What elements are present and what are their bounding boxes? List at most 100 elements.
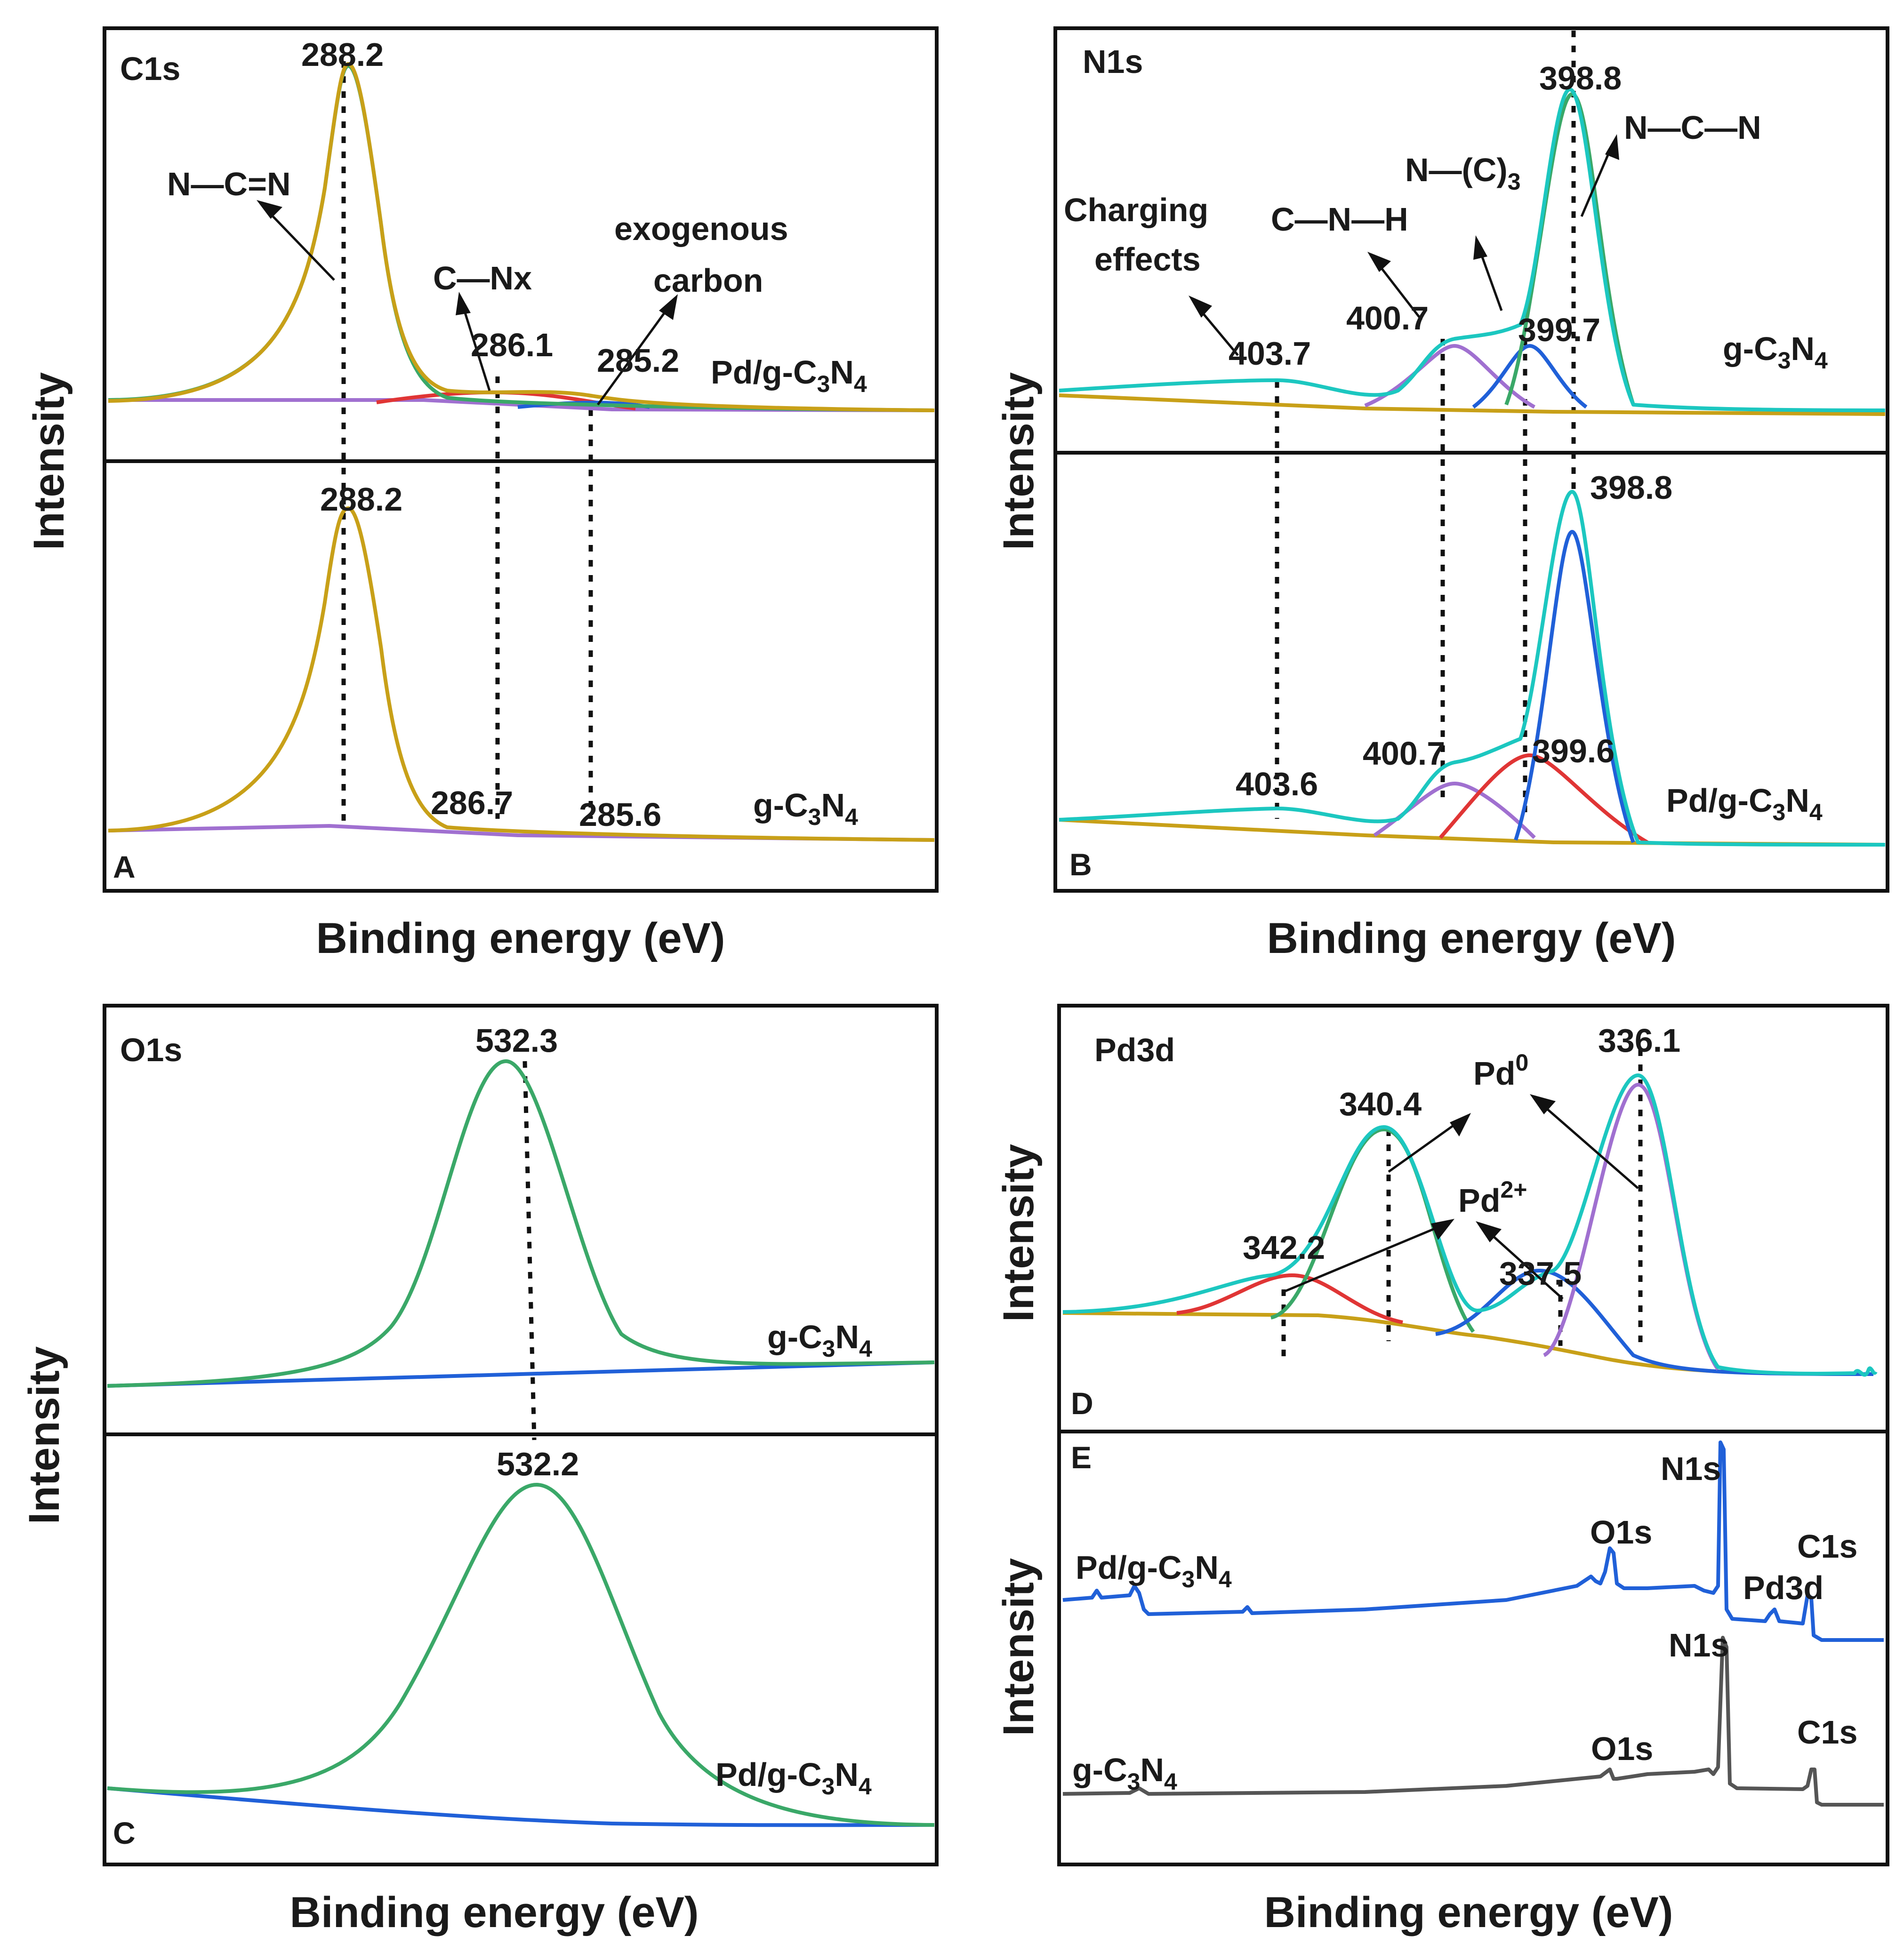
panel-a-arrowhead-2: [456, 292, 471, 315]
panel-a-top-peak-3: 285.2: [597, 342, 679, 379]
panel-a-top-peak-2: 286.1: [471, 327, 553, 363]
panel-c-bottom-green: [107, 1483, 935, 1827]
panel-e-s1-peak-3: C1s: [1797, 1528, 1857, 1565]
panel-e-ylabel: Intensity: [995, 1558, 1043, 1736]
panel-b-arrowhead-3: [1367, 252, 1391, 272]
panel-d-sup-1: 0: [1515, 1049, 1528, 1076]
panel-e-s1-peak-4: Pd3d: [1743, 1569, 1824, 1606]
panel-a-top-annot-2: C—Nx: [433, 260, 532, 296]
panel-d-envelope: [1062, 1073, 1878, 1377]
panel-b-xlabel: Binding energy (eV): [1267, 914, 1676, 962]
panel-a-top-annot-4: carbon: [653, 262, 763, 299]
panel-d-arrowhead-4: [1476, 1221, 1502, 1242]
panel-d-label: D: [1071, 1386, 1093, 1421]
panel-a-arrowhead-3: [659, 294, 678, 320]
panel-d-arrow-2: [1545, 1107, 1639, 1189]
panel-b-label: B: [1069, 847, 1092, 882]
panel-b-top-peak-4: 399.7: [1518, 312, 1600, 348]
panel-c-label: C: [113, 1816, 136, 1850]
panel-a-bottom-envelope: [108, 506, 935, 842]
panel-e-s2-peak-2: O1s: [1591, 1730, 1653, 1767]
panel-c-bottom-sample: Pd/g-C3N4: [715, 1756, 872, 1800]
panel-a-label: A: [113, 849, 136, 884]
panel-d-green: [1270, 1128, 1475, 1333]
panel-b-bottom-red: [1438, 753, 1649, 844]
panel-d-peak-3: 342.2: [1243, 1229, 1325, 1266]
panel-a-top-annot-1: N—C=N: [167, 166, 291, 202]
panel-b-bottom-peak-2: 403.6: [1236, 766, 1318, 802]
panel-b-top-annot-4: Charging: [1064, 192, 1208, 228]
panel-e-xlabel: Binding energy (eV): [1264, 1888, 1673, 1936]
panel-a-top-sub-4: 4: [854, 371, 867, 397]
panel-c-bottom-peak-1: 532.2: [497, 1446, 579, 1482]
panel-b-top-peak-1: 398.8: [1539, 60, 1622, 96]
panel-a-bottom-peak-3: 285.6: [579, 796, 661, 833]
panel-b-title: N1s: [1083, 43, 1143, 80]
panel-e-series-pdgcn: [1062, 1440, 1884, 1642]
panel-c-bottom-baseline: [107, 1786, 935, 1827]
panel-c-title: O1s: [120, 1032, 182, 1068]
panel-b-arrow-1: [1580, 150, 1611, 217]
panel-e-series-1-label: Pd/g-C3N4: [1076, 1549, 1232, 1592]
panel-d-arrowhead-1: [1450, 1113, 1471, 1136]
panel-a: C1s 288.2 N—C=N C—Nx exogenous carbon 28…: [25, 26, 939, 962]
panel-b-top-peak-2: 403.7: [1229, 335, 1311, 372]
panel-a-arrow-1: [272, 216, 335, 281]
panel-b-frame: [1053, 26, 1889, 893]
panel-c-xlabel: Binding energy (eV): [290, 1888, 699, 1936]
panel-a-title: C1s: [120, 50, 180, 87]
panel-b-bottom-sample: Pd/g-C3N4: [1666, 782, 1823, 825]
panel-c-top-green: [107, 1059, 935, 1388]
panel-d: Pd3d 336.1 340.4 342.2 337.5 Pd0 Pd2+ D …: [995, 1004, 1889, 1433]
panel-c: O1s 532.3 g-C3N4 532.2 Pd/g-C3N4 C Bindi…: [20, 1004, 939, 1936]
panel-e-frame: [1057, 1430, 1889, 1866]
panel-b-arrowhead-2: [1473, 235, 1487, 260]
panel-e-label: E: [1071, 1440, 1092, 1475]
panel-d-peak-2: 340.4: [1339, 1086, 1422, 1122]
panel-d-sup-2: 2+: [1500, 1176, 1527, 1203]
panel-b-top-purple: [1364, 344, 1535, 409]
panel-d-red: [1176, 1273, 1403, 1324]
panel-b-top-sample: g-C3N4: [1723, 330, 1828, 374]
panel-a-bottom-sample: g-C3N4: [753, 787, 858, 830]
panel-a-top-sample: Pd/g-C3N4: [711, 354, 867, 397]
panel-b-ylabel: Intensity: [995, 372, 1043, 550]
panel-a-top-peak-1: 288.2: [301, 36, 384, 73]
panel-b-top-peak-3: 400.7: [1346, 300, 1429, 336]
panel-b-top-annot-3: C—N—H: [1271, 201, 1408, 238]
panel-e-s2-peak-1: N1s: [1669, 1627, 1729, 1664]
panel-e-s1-peak-1: N1s: [1661, 1450, 1721, 1487]
panel-a-arrow-3: [596, 310, 667, 406]
panel-a-top-sub-3: 3: [817, 371, 830, 397]
panel-d-annot-2: Pd2+: [1458, 1176, 1527, 1219]
panel-a-top-envelope: [108, 62, 935, 412]
panel-a-xlabel: Binding energy (eV): [316, 914, 725, 962]
panel-b-bottom-purple: [1373, 782, 1536, 839]
panel-d-arrowhead-2: [1530, 1094, 1556, 1114]
panel-d-arrow-4: [1491, 1234, 1564, 1300]
panel-a-bottom-peak-1: 288.2: [320, 481, 402, 518]
panel-b-top-green: [1504, 92, 1635, 406]
panel-b-top-sub-3: 3: [1508, 168, 1521, 195]
panel-b-arrow-4: [1202, 312, 1239, 356]
panel-b-bottom-baseline: [1059, 818, 1886, 847]
panel-c-guide-1: [522, 1061, 537, 1440]
panel-e-s1-peak-2: O1s: [1590, 1514, 1652, 1551]
panel-b-arrowhead-4: [1189, 296, 1212, 318]
panel-d-arrow-3: [1283, 1227, 1436, 1293]
panel-d-title: Pd3d: [1094, 1032, 1175, 1068]
panel-b-top-annot-2: N—(C)3: [1405, 152, 1521, 195]
panel-a-arrow-2: [462, 308, 491, 391]
panel-b-top-baseline: [1059, 393, 1886, 416]
panel-c-top-baseline: [107, 1360, 935, 1388]
panel-b-top-annot-1: N—C—N: [1624, 109, 1761, 146]
panel-e-series-gcn: [1062, 1636, 1884, 1807]
panel-b-arrow-2: [1479, 251, 1503, 311]
panel-e-series-2-label: g-C3N4: [1072, 1752, 1177, 1795]
panel-c-top-peak-1: 532.3: [475, 1022, 558, 1059]
panel-b-bottom-blue: [1514, 530, 1635, 843]
panel-b-top-annot-5: effects: [1094, 241, 1201, 278]
panel-b-arrowhead-1: [1605, 134, 1619, 160]
panel-e-s2-peak-3: C1s: [1797, 1714, 1857, 1751]
